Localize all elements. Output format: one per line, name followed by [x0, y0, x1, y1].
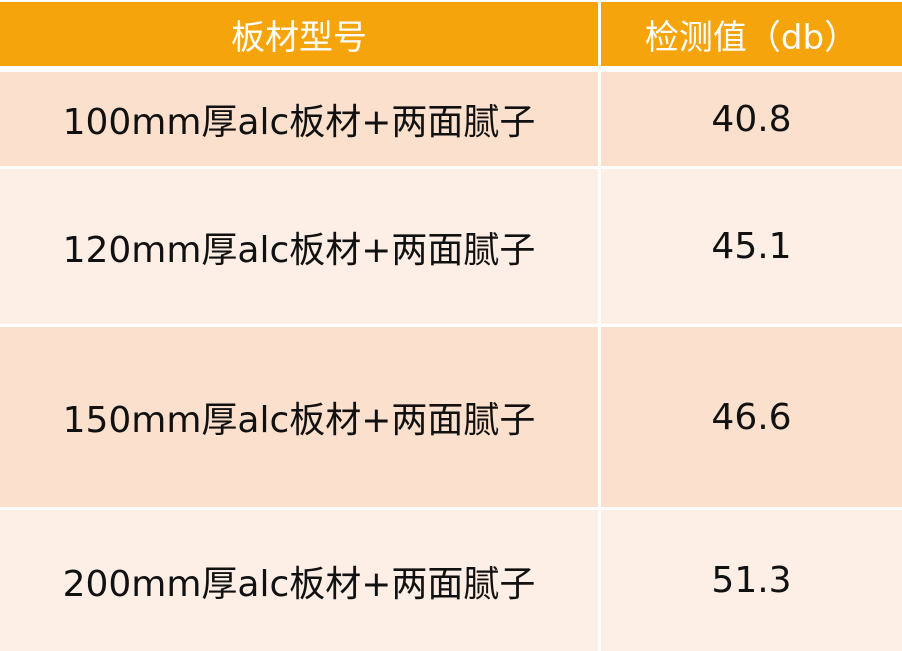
cell-value: 40.8: [601, 72, 902, 169]
cell-model: 150mm厚alc板材+两面腻子: [0, 327, 601, 510]
table-row: 100mm厚alc板材+两面腻子 40.8: [0, 72, 902, 169]
cell-value: 51.3: [601, 510, 902, 651]
table-row: 200mm厚alc板材+两面腻子 51.3: [0, 510, 902, 651]
cell-model: 120mm厚alc板材+两面腻子: [0, 169, 601, 327]
header-value: 检测值（db）: [601, 0, 902, 72]
table-row: 120mm厚alc板材+两面腻子 45.1: [0, 169, 902, 327]
cell-value: 46.6: [601, 327, 902, 510]
header-model: 板材型号: [0, 0, 601, 72]
cell-model: 200mm厚alc板材+两面腻子: [0, 510, 601, 651]
cell-value: 45.1: [601, 169, 902, 327]
cell-model: 100mm厚alc板材+两面腻子: [0, 72, 601, 169]
header-row: 板材型号 检测值（db）: [0, 0, 902, 72]
table-row: 150mm厚alc板材+两面腻子 46.6: [0, 327, 902, 510]
